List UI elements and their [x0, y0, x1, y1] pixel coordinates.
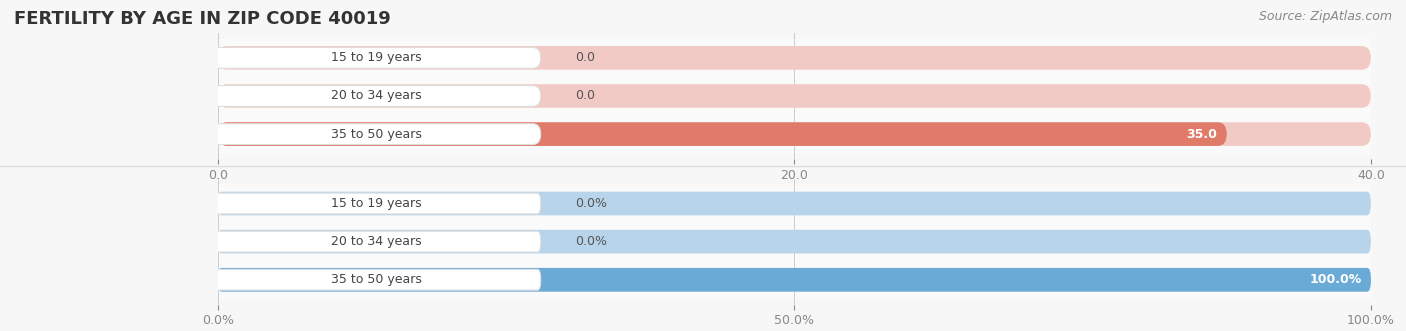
FancyBboxPatch shape: [212, 193, 541, 214]
Text: 20 to 34 years: 20 to 34 years: [332, 235, 422, 248]
FancyBboxPatch shape: [218, 122, 1226, 146]
Text: 0.0: 0.0: [575, 89, 595, 103]
FancyBboxPatch shape: [212, 47, 541, 68]
Text: 0.0%: 0.0%: [575, 197, 607, 210]
FancyBboxPatch shape: [218, 268, 1371, 292]
Bar: [217, 39, 1372, 77]
FancyBboxPatch shape: [218, 230, 1371, 254]
Text: 100.0%: 100.0%: [1309, 273, 1361, 286]
FancyBboxPatch shape: [212, 124, 541, 145]
Text: 0.0: 0.0: [575, 51, 595, 64]
FancyBboxPatch shape: [212, 269, 541, 290]
Bar: [217, 184, 1372, 222]
Text: 20 to 34 years: 20 to 34 years: [332, 89, 422, 103]
Text: FERTILITY BY AGE IN ZIP CODE 40019: FERTILITY BY AGE IN ZIP CODE 40019: [14, 10, 391, 28]
Text: 35 to 50 years: 35 to 50 years: [330, 273, 422, 286]
Bar: [217, 77, 1372, 115]
FancyBboxPatch shape: [212, 86, 541, 106]
FancyBboxPatch shape: [218, 268, 1371, 292]
FancyBboxPatch shape: [218, 46, 1371, 70]
Text: 35 to 50 years: 35 to 50 years: [330, 128, 422, 141]
Bar: [217, 261, 1372, 299]
FancyBboxPatch shape: [218, 122, 1371, 146]
FancyBboxPatch shape: [212, 231, 541, 252]
Text: 35.0: 35.0: [1187, 128, 1218, 141]
Text: 15 to 19 years: 15 to 19 years: [332, 197, 422, 210]
Text: 0.0%: 0.0%: [575, 235, 607, 248]
Bar: [217, 222, 1372, 261]
FancyBboxPatch shape: [218, 84, 1371, 108]
Text: Source: ZipAtlas.com: Source: ZipAtlas.com: [1258, 10, 1392, 23]
Text: 15 to 19 years: 15 to 19 years: [332, 51, 422, 64]
Bar: [217, 115, 1372, 153]
FancyBboxPatch shape: [218, 192, 1371, 215]
